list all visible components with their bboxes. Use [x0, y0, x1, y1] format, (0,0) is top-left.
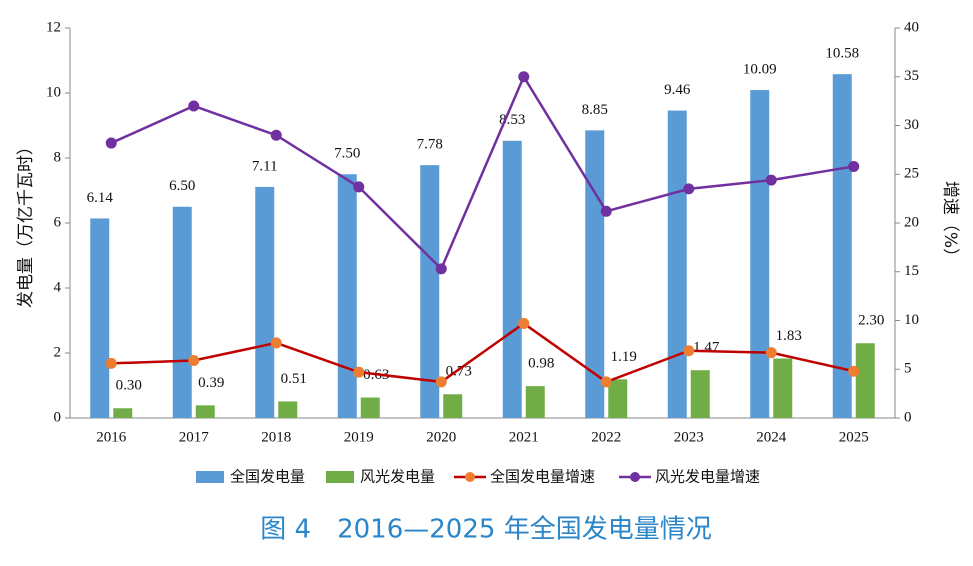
- y2-tick-label: 35: [904, 68, 919, 84]
- line-marker: [848, 365, 860, 377]
- bar: [337, 174, 357, 418]
- value-label: 0.98: [528, 356, 554, 372]
- caption: 图 4 2016—2025 年全国发电量情况: [260, 515, 711, 545]
- bar: [525, 386, 545, 418]
- value-label: 7.50: [334, 146, 360, 162]
- line-marker: [765, 347, 777, 359]
- y2-axis-label: 增速（%）: [940, 181, 960, 265]
- value-label: 1.19: [611, 349, 637, 365]
- y2-tick-label: 20: [904, 214, 919, 230]
- line-marker: [683, 345, 695, 357]
- value-label: 7.78: [417, 137, 443, 153]
- y2-tick-label: 15: [904, 263, 919, 279]
- value-label: 6.50: [169, 178, 195, 194]
- legend-label: 全国发电量: [230, 468, 305, 486]
- bar: [420, 165, 440, 418]
- y2-tick-label: 40: [904, 19, 919, 35]
- line-marker: [765, 174, 777, 186]
- legend-label: 风光发电量: [360, 468, 435, 486]
- line-marker: [518, 317, 530, 329]
- x-tick-label: 2021: [509, 429, 539, 445]
- value-label: 10.09: [743, 62, 777, 78]
- y2-tick-label: 10: [904, 312, 919, 328]
- bar: [278, 401, 298, 418]
- y-tick-label: 0: [54, 409, 62, 425]
- x-tick-label: 2018: [261, 429, 291, 445]
- line-marker: [600, 205, 612, 217]
- legend-swatch: [326, 471, 354, 483]
- line-marker: [683, 183, 695, 195]
- y-tick-label: 2: [54, 344, 62, 360]
- y-tick-label: 8: [54, 149, 62, 165]
- bar: [113, 408, 133, 418]
- x-tick-label: 2022: [591, 429, 621, 445]
- line-marker: [270, 129, 282, 141]
- bar: [195, 405, 215, 418]
- legend-swatch: [196, 471, 224, 483]
- value-label: 1.47: [693, 340, 720, 356]
- x-tick-label: 2025: [839, 429, 869, 445]
- y-axis-label: 发电量（万亿千瓦时）: [16, 138, 36, 308]
- value-label: 0.30: [116, 378, 142, 394]
- y2-tick-label: 25: [904, 166, 919, 182]
- y2-tick-label: 0: [904, 409, 912, 425]
- line-marker: [600, 376, 612, 388]
- y2-tick-label: 5: [904, 361, 912, 377]
- bar: [172, 206, 192, 418]
- line: [111, 321, 855, 384]
- line-marker: [188, 354, 200, 366]
- line-marker: [518, 71, 530, 83]
- value-label: 10.58: [825, 46, 859, 62]
- bar: [255, 186, 275, 418]
- x-tick-label: 2020: [426, 429, 456, 445]
- line: [110, 74, 854, 272]
- line-marker: [270, 337, 282, 349]
- line-marker: [105, 357, 117, 369]
- y-tick-label: 6: [54, 214, 62, 230]
- value-label: 2.30: [858, 313, 884, 329]
- value-label: 0.39: [198, 375, 224, 391]
- legend-swatch: [465, 472, 475, 482]
- value-label: 6.14: [87, 190, 114, 206]
- legend-label: 全国发电量增速: [490, 468, 595, 486]
- value-label: 0.51: [281, 371, 307, 387]
- y-tick-label: 12: [46, 19, 61, 35]
- line-marker: [188, 100, 200, 112]
- line-marker: [353, 366, 365, 378]
- x-tick-label: 2017: [179, 429, 210, 445]
- x-tick-label: 2016: [96, 429, 127, 445]
- x-tick-label: 2023: [674, 429, 704, 445]
- y-tick-label: 10: [46, 84, 61, 100]
- bar: [667, 110, 687, 419]
- x-tick-label: 2019: [344, 429, 374, 445]
- bar: [443, 394, 463, 418]
- value-label: 8.85: [582, 102, 608, 118]
- line-marker: [105, 137, 117, 149]
- x-tick-label: 2024: [756, 429, 787, 445]
- bar: [773, 358, 793, 418]
- y2-tick-label: 30: [904, 117, 919, 133]
- value-label: 0.73: [446, 364, 472, 380]
- bar: [855, 343, 875, 418]
- legend-label: 风光发电量增速: [655, 468, 760, 486]
- line-marker: [353, 181, 365, 193]
- value-label: 1.83: [776, 328, 802, 344]
- bar: [502, 140, 522, 418]
- bar: [608, 379, 628, 418]
- value-label: 7.11: [252, 158, 278, 174]
- bar: [832, 74, 852, 419]
- line-marker: [435, 376, 447, 388]
- bar: [360, 397, 380, 418]
- bar: [750, 90, 770, 418]
- y-tick-label: 4: [54, 279, 62, 295]
- line-marker: [848, 160, 860, 172]
- value-label: 9.46: [664, 82, 691, 98]
- legend-swatch: [630, 472, 640, 482]
- bar: [90, 218, 110, 418]
- bar: [690, 370, 710, 418]
- line-marker: [435, 263, 447, 275]
